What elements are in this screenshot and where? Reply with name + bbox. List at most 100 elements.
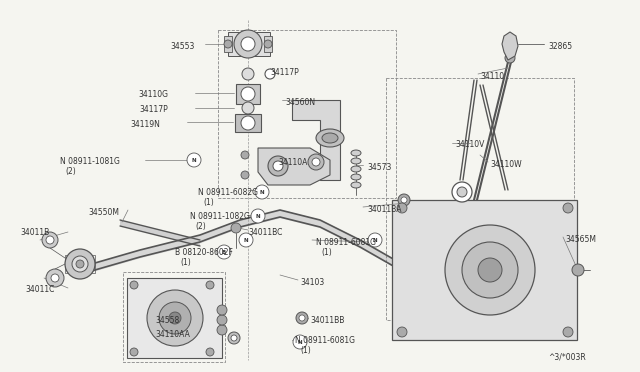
Polygon shape (264, 36, 272, 52)
Circle shape (217, 325, 227, 335)
Ellipse shape (322, 133, 338, 143)
Text: N: N (298, 340, 302, 344)
Text: 34110W: 34110W (490, 160, 522, 169)
Text: 34011C: 34011C (25, 285, 54, 294)
Circle shape (206, 281, 214, 289)
Circle shape (169, 312, 181, 324)
Circle shape (563, 327, 573, 337)
Circle shape (239, 233, 253, 247)
Text: 34117P: 34117P (270, 68, 299, 77)
Circle shape (224, 40, 232, 48)
Ellipse shape (316, 129, 344, 147)
Polygon shape (120, 220, 200, 246)
Circle shape (397, 327, 407, 337)
Text: B: B (222, 250, 226, 254)
Circle shape (265, 69, 275, 79)
Circle shape (130, 348, 138, 356)
Ellipse shape (351, 182, 361, 188)
Circle shape (228, 332, 240, 344)
Text: (1): (1) (321, 248, 332, 257)
Circle shape (299, 315, 305, 321)
Text: 34110AA: 34110AA (155, 330, 190, 339)
Text: 34573: 34573 (367, 163, 392, 172)
Circle shape (241, 37, 255, 51)
Text: 34560N: 34560N (285, 98, 315, 107)
Circle shape (46, 269, 64, 287)
Circle shape (72, 256, 88, 272)
Ellipse shape (351, 174, 361, 180)
Text: 34119N: 34119N (130, 120, 160, 129)
Circle shape (296, 312, 308, 324)
Bar (386, 78, 574, 320)
Text: N 08911-6081G: N 08911-6081G (295, 336, 355, 345)
Text: ^3/*003R: ^3/*003R (548, 352, 586, 361)
Circle shape (264, 40, 272, 48)
Circle shape (478, 258, 502, 282)
Text: N: N (244, 237, 248, 243)
Text: N: N (260, 189, 264, 195)
Text: 32865: 32865 (548, 42, 572, 51)
Circle shape (457, 187, 467, 197)
Circle shape (273, 161, 283, 171)
Circle shape (217, 245, 231, 259)
Circle shape (241, 116, 255, 130)
Bar (235, 114, 261, 132)
Circle shape (445, 225, 535, 315)
Circle shape (308, 154, 324, 170)
Text: N 08911-1081G: N 08911-1081G (60, 157, 120, 166)
Circle shape (231, 335, 237, 341)
Polygon shape (502, 32, 518, 60)
Text: 34011BC: 34011BC (248, 228, 282, 237)
Text: B 08120-8602F: B 08120-8602F (175, 248, 233, 257)
Circle shape (130, 281, 138, 289)
Text: N: N (256, 214, 260, 218)
Polygon shape (228, 32, 270, 56)
Circle shape (401, 197, 407, 203)
Text: (1): (1) (203, 198, 214, 207)
Text: (1): (1) (300, 346, 311, 355)
Text: 34110: 34110 (480, 72, 504, 81)
Circle shape (241, 87, 255, 101)
Circle shape (462, 242, 518, 298)
Bar (392, 200, 577, 340)
Circle shape (241, 171, 249, 179)
Text: (2): (2) (195, 222, 205, 231)
Text: 34565M: 34565M (565, 235, 596, 244)
Text: N 08911-6082G: N 08911-6082G (198, 188, 258, 197)
Text: 34110G: 34110G (138, 90, 168, 99)
Text: 34553: 34553 (171, 42, 195, 51)
Circle shape (242, 102, 254, 114)
Text: 34011BA: 34011BA (367, 205, 401, 214)
Text: 34110A: 34110A (278, 158, 307, 167)
Circle shape (251, 209, 265, 223)
Text: 34558: 34558 (155, 316, 179, 325)
Text: N 08911-6081G: N 08911-6081G (316, 238, 376, 247)
Text: N: N (372, 237, 378, 243)
Circle shape (368, 233, 382, 247)
Circle shape (159, 302, 191, 334)
Text: N: N (192, 157, 196, 163)
Circle shape (242, 68, 254, 80)
Circle shape (563, 203, 573, 213)
Text: 34011BB: 34011BB (310, 316, 344, 325)
Ellipse shape (351, 166, 361, 172)
Text: 34550M: 34550M (88, 208, 119, 217)
Bar (123, 272, 225, 362)
Circle shape (217, 305, 227, 315)
Circle shape (505, 53, 515, 63)
Circle shape (452, 182, 472, 202)
Text: N 08911-1082G: N 08911-1082G (190, 212, 250, 221)
Bar (218, 30, 396, 198)
Polygon shape (224, 36, 232, 52)
Ellipse shape (351, 150, 361, 156)
Text: 34103: 34103 (300, 278, 324, 287)
Text: (1): (1) (180, 258, 191, 267)
Text: (2): (2) (65, 167, 76, 176)
Circle shape (147, 290, 203, 346)
Circle shape (51, 274, 59, 282)
Circle shape (46, 236, 54, 244)
Circle shape (65, 249, 95, 279)
Circle shape (268, 156, 288, 176)
Polygon shape (292, 100, 340, 180)
Circle shape (397, 203, 407, 213)
